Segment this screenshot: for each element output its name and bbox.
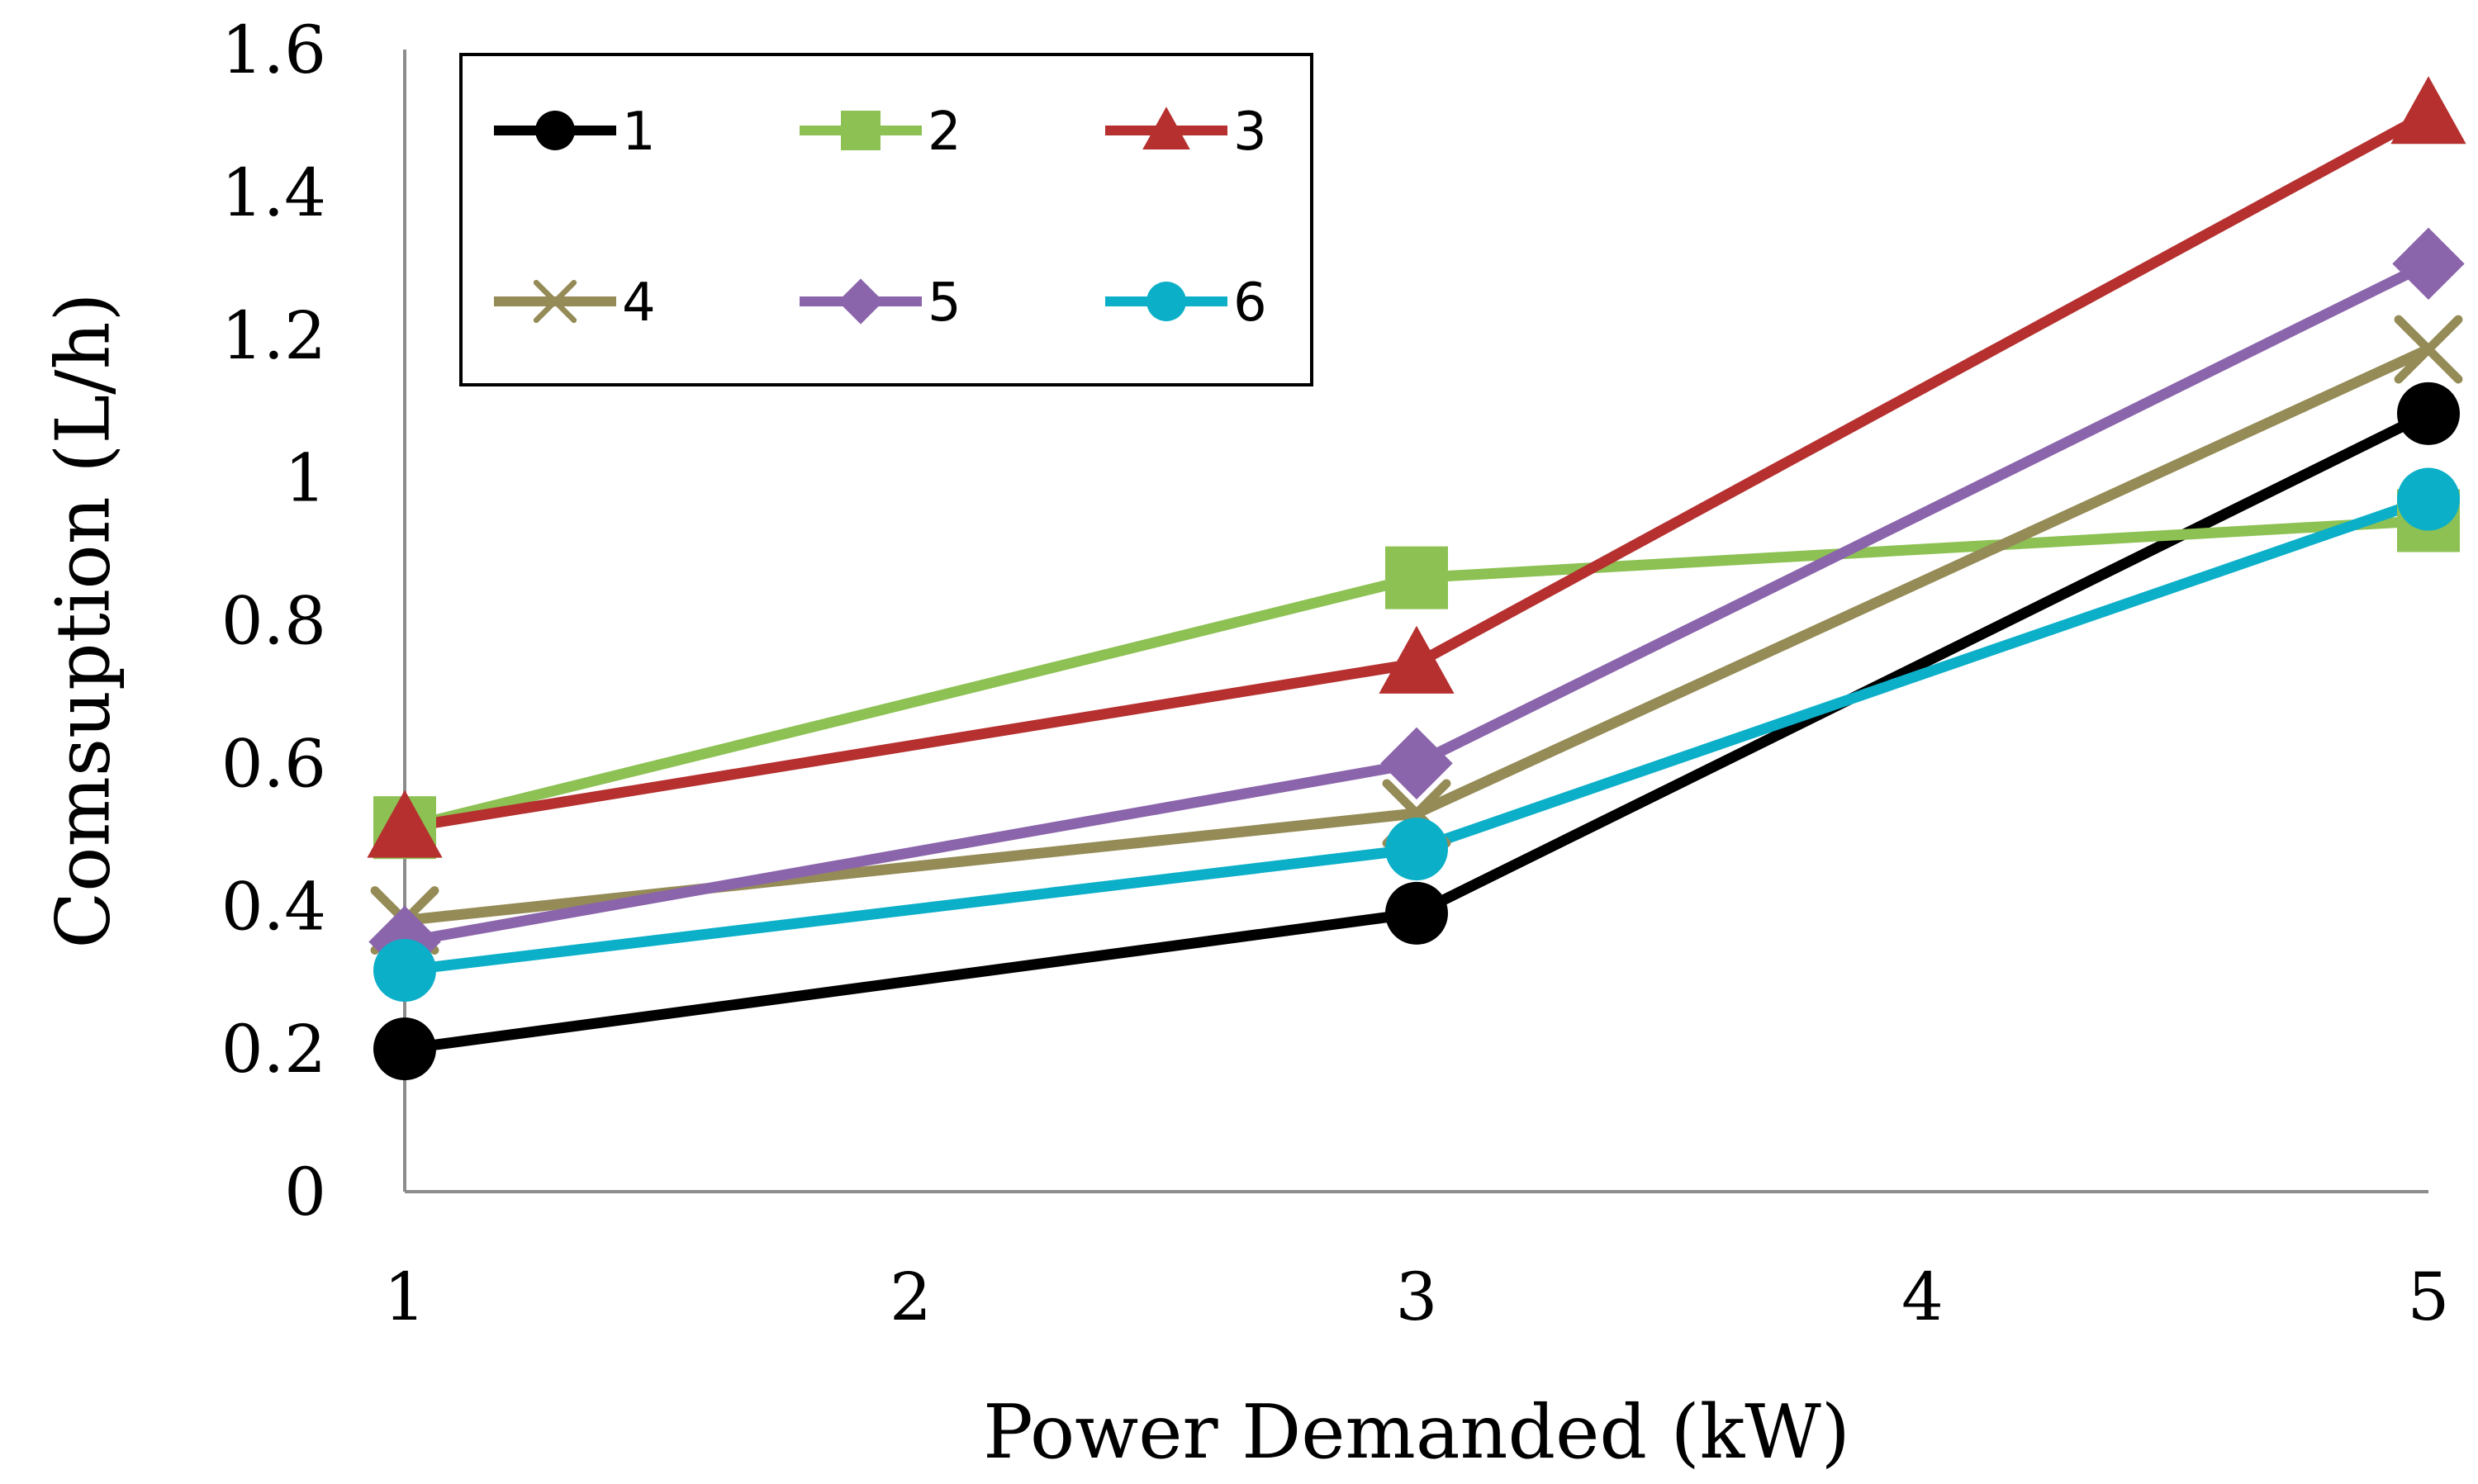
legend-item-3: 3	[1105, 102, 1267, 163]
y-axis-title: Comsuption (L/h)	[40, 292, 126, 948]
x-tick-label: 1	[384, 1259, 426, 1335]
y-tick-label: 1.2	[221, 297, 326, 374]
series-1-point	[1385, 881, 1448, 945]
legend-swatch-marker	[1146, 282, 1186, 321]
y-tick-label: 0.4	[221, 868, 326, 945]
series-6-point	[373, 939, 436, 1003]
series-4-point	[2394, 315, 2463, 384]
x-tick-labels: 1 2 3 4 5	[384, 1259, 2450, 1335]
legend-item-5: 5	[800, 273, 961, 334]
x-tick-label: 4	[1901, 1259, 1944, 1335]
legend-item-4: 4	[494, 273, 656, 334]
series-5-point	[2392, 227, 2465, 301]
series-5-point	[1380, 727, 1453, 800]
legend-swatch-marker	[841, 111, 881, 150]
legend-swatch-marker	[533, 279, 577, 324]
x-tick-label: 5	[2408, 1259, 2450, 1335]
legend-label: 4	[622, 273, 656, 334]
series-6-point	[1385, 818, 1448, 881]
series-markers	[367, 76, 2466, 1081]
legend-swatch-marker	[1142, 107, 1190, 150]
series-1-point	[373, 1017, 436, 1081]
legend-item-2: 2	[800, 102, 961, 163]
legend-box	[459, 53, 1313, 386]
series-1-point	[2397, 382, 2460, 445]
x-tick-label: 2	[890, 1259, 932, 1335]
legend-swatch-marker	[838, 278, 884, 325]
y-tick-label: 0.6	[221, 725, 326, 802]
series-6-point	[2397, 467, 2460, 531]
legend-label: 3	[1233, 102, 1267, 163]
y-tick-labels: 0 0.2 0.4 0.6 0.8 1 1.2 1.4 1.6	[221, 12, 326, 1230]
legend-label: 1	[622, 102, 656, 163]
y-tick-label: 0.8	[221, 583, 326, 660]
series-3-point	[2390, 76, 2466, 145]
y-tick-label: 0	[284, 1154, 326, 1230]
legend-label: 2	[928, 102, 961, 163]
y-tick-label: 1.6	[221, 12, 326, 88]
legend-label: 6	[1233, 273, 1267, 334]
legend-item-6: 6	[1105, 273, 1267, 334]
y-tick-label: 1.4	[221, 154, 326, 231]
series-3-point	[1379, 625, 1455, 694]
legend: 1 2 3 4 5 6	[459, 53, 1313, 386]
legend-label: 5	[928, 273, 961, 334]
x-tick-label: 3	[1396, 1259, 1438, 1335]
legend-swatch-marker	[535, 111, 575, 150]
series-2-point	[1385, 546, 1448, 609]
legend-item-1: 1	[494, 102, 656, 163]
y-tick-label: 1	[284, 440, 326, 517]
series-3-point	[367, 789, 443, 858]
x-axis-title: Power Demanded (kW)	[983, 1389, 1850, 1476]
y-tick-label: 0.2	[221, 1011, 326, 1088]
